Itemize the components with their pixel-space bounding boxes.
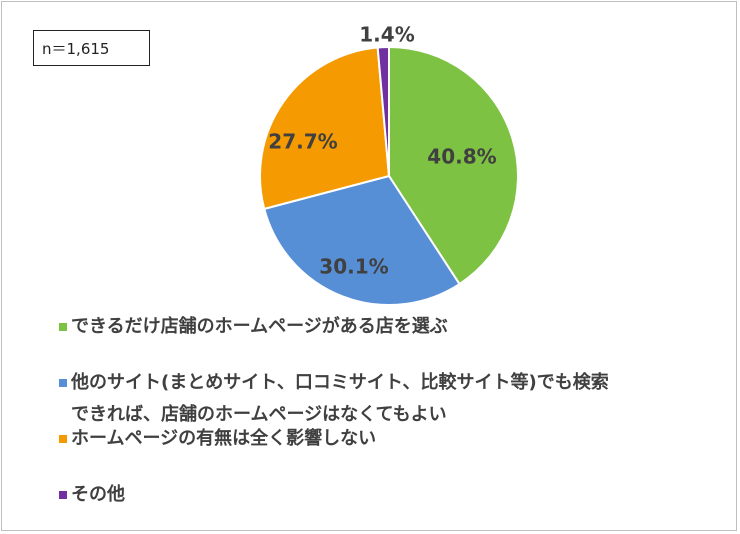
pie-slice-1 — [263, 174, 461, 306]
legend-swatch-1 — [59, 379, 67, 387]
legend-label-0: できるだけ店舗のホームページがある店を選ぶ — [71, 316, 448, 337]
legend-label-1a: 他のサイト(まとめサイト、口コミサイト、比較サイト等)でも検索 — [71, 372, 609, 393]
sample-size-box: n＝1,615 — [33, 30, 150, 66]
legend-label-1b: できれば、店舗のホームページはなくてもよい — [71, 404, 447, 425]
data-label-1: 30.1% — [319, 255, 388, 279]
legend-swatch-3 — [59, 491, 67, 499]
data-label-0: 40.8% — [427, 145, 496, 169]
legend-label-3: その他 — [71, 484, 125, 505]
legend-swatch-2 — [59, 435, 67, 443]
data-label-3: 1.4% — [359, 23, 414, 47]
legend-swatch-0 — [59, 323, 67, 331]
pie-slice-3 — [376, 45, 390, 177]
sample-size-label: n＝1,615 — [42, 39, 110, 58]
legend-label-2: ホームページの有無は全く影響しない — [71, 428, 377, 449]
data-label-2: 27.7% — [268, 130, 337, 154]
pie-slice-2 — [259, 46, 391, 211]
